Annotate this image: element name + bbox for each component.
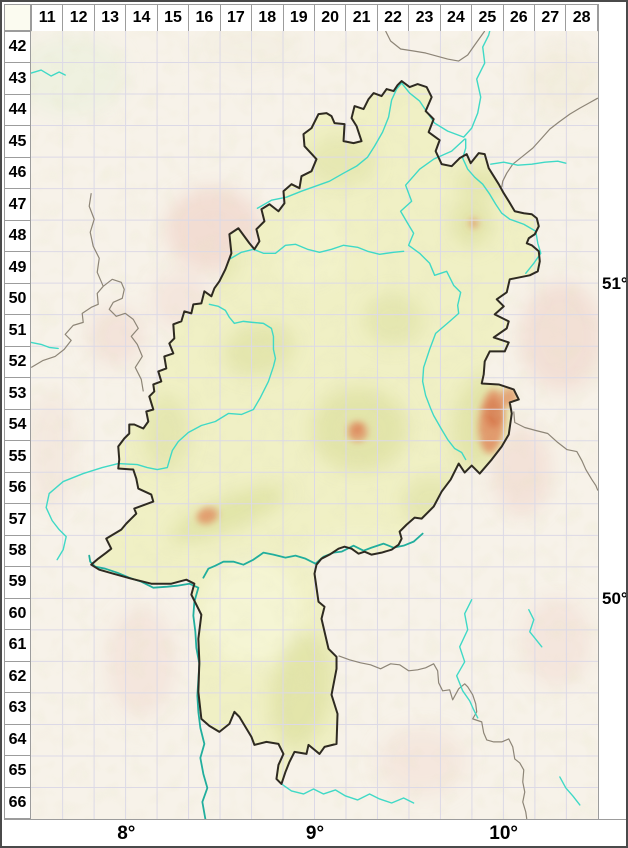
column-header: 15	[156, 4, 190, 32]
river-werra	[461, 138, 542, 275]
row-header: 64	[4, 723, 31, 757]
longitude-margin: 8° 9° 10°	[4, 819, 626, 846]
row-header: 50	[4, 282, 31, 316]
column-header: 16	[188, 4, 221, 32]
latitude-label: 50°	[602, 588, 628, 608]
creek-northeast	[490, 160, 567, 166]
row-header: 52	[4, 345, 31, 379]
row-header: 59	[4, 566, 31, 599]
column-header: 27	[534, 4, 567, 32]
creek-southeast	[559, 776, 581, 806]
column-header: 22	[376, 4, 410, 32]
column-header: 26	[502, 4, 535, 32]
row-header: 47	[4, 188, 31, 221]
column-header: 12	[62, 4, 95, 32]
column-header: 17	[219, 4, 253, 32]
creek-east-1	[455, 599, 479, 719]
column-header: 18	[251, 4, 284, 32]
row-header: 62	[4, 660, 31, 694]
row-header: 44	[4, 93, 31, 127]
river-neckar	[280, 783, 415, 804]
column-header: 13	[93, 4, 127, 32]
rivers	[31, 31, 581, 819]
topographic-map	[31, 31, 598, 819]
river-lahn	[45, 303, 277, 561]
row-header: 51	[4, 314, 31, 347]
row-header: 43	[4, 62, 31, 95]
row-header: 65	[4, 755, 31, 788]
row-header: 66	[4, 786, 31, 820]
longitude-label: 8°	[117, 823, 136, 844]
row-header: 49	[4, 251, 31, 284]
column-header: 23	[408, 4, 441, 32]
row-header: 42	[4, 31, 31, 64]
river-fulda	[399, 138, 467, 461]
row-header: 61	[4, 629, 31, 662]
row-header: 45	[4, 125, 31, 158]
creek-northwest	[31, 69, 66, 77]
column-header-row: 11 12 13 14 15 16 17 18 19 20 21 22 23 24 25 26 27 28	[31, 4, 598, 32]
river-rhine	[88, 554, 209, 819]
river-eder	[228, 243, 405, 260]
row-header: 56	[4, 471, 31, 505]
row-header: 60	[4, 597, 31, 631]
longitude-label: 10°	[489, 823, 519, 844]
column-header: 19	[282, 4, 315, 32]
creek-west	[31, 341, 59, 350]
longitude-label: 9°	[305, 823, 325, 844]
row-header-column: 42 43 44 45 46 47 48 49 50 51 52 53 54 55 56 57 58 59 60 61…	[4, 31, 31, 820]
column-header: 24	[439, 4, 473, 32]
neighbor-borders	[31, 31, 598, 819]
latitude-label: 51°	[602, 273, 628, 293]
corner-cell	[4, 4, 31, 31]
column-header: 14	[125, 4, 158, 32]
column-header: 25	[471, 4, 504, 32]
creek-east-2	[528, 609, 543, 648]
column-header: 20	[313, 4, 347, 32]
column-header: 21	[345, 4, 378, 32]
column-header: 11	[31, 4, 64, 32]
river-diemel	[256, 82, 403, 209]
row-header: 48	[4, 219, 31, 253]
row-header: 53	[4, 377, 31, 410]
row-header: 58	[4, 534, 31, 568]
row-header: 54	[4, 408, 31, 442]
row-header: 57	[4, 503, 31, 536]
row-header: 63	[4, 692, 31, 725]
latitude-margin: 51° 50°	[598, 4, 628, 819]
river-main	[202, 532, 424, 579]
row-header: 46	[4, 156, 31, 190]
row-header: 55	[4, 440, 31, 473]
column-header: 28	[565, 4, 598, 32]
map-canvas[interactable]	[31, 31, 598, 819]
river-weser	[400, 31, 491, 138]
